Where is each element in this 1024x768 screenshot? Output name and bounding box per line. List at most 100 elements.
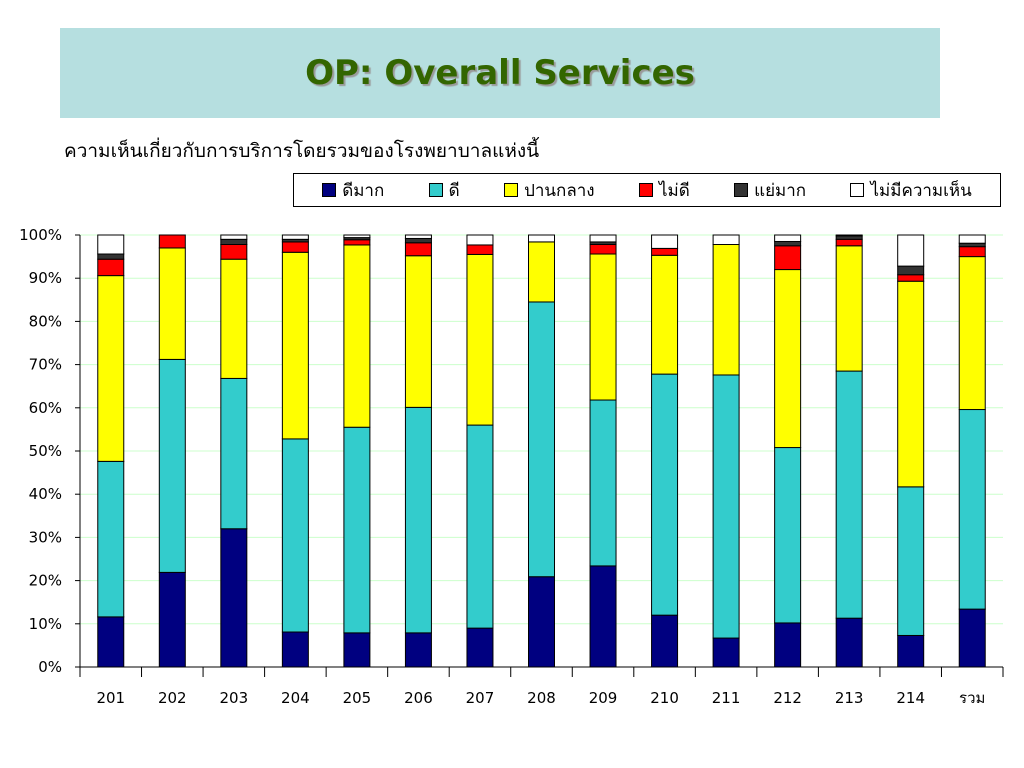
legend-swatch: [504, 183, 519, 197]
legend-item: ดี: [428, 177, 460, 204]
y-tick-label: 70%: [29, 356, 62, 374]
y-tick-label: 80%: [29, 312, 62, 330]
bar-segment: [220, 258, 248, 379]
y-tick-label: 90%: [29, 269, 62, 287]
bar-segment: [651, 373, 679, 616]
y-tick-label: 40%: [29, 485, 62, 503]
legend-item: ไม่ดี: [638, 177, 690, 204]
bar-segment: [281, 241, 309, 253]
legend-item: ปานกลาง: [504, 177, 595, 204]
bar-segment: [97, 460, 125, 618]
bar-segment: [897, 234, 925, 267]
bar-segment: [466, 627, 494, 668]
bar-segment: [712, 374, 740, 639]
x-tick-label: 212: [773, 689, 802, 707]
bar-segment: [97, 234, 125, 255]
x-tick-label: 207: [466, 689, 495, 707]
bar-segment: [897, 265, 925, 276]
x-tick-label: 203: [220, 689, 249, 707]
bar-segment: [958, 256, 986, 411]
bar-segment: [897, 280, 925, 488]
bar-segment: [774, 269, 802, 449]
bar-segment: [835, 617, 863, 668]
bar-segment: [466, 234, 494, 246]
bar-segment: [651, 614, 679, 668]
bar-segment: [528, 234, 555, 243]
bar-segment: [220, 244, 248, 260]
bar-segment: [404, 255, 432, 408]
legend-label: ดีมาก: [342, 180, 385, 201]
bar-segment: [158, 247, 186, 360]
bar-segment: [343, 426, 371, 634]
bar-segment: [404, 406, 432, 634]
bar-segment: [897, 634, 925, 668]
bar-segment: [835, 234, 863, 237]
x-tick-label: 209: [589, 689, 618, 707]
bar-segment: [281, 631, 309, 668]
x-tick-label: 205: [343, 689, 372, 707]
legend-item: ไม่มีความเห็น: [850, 177, 972, 204]
y-tick-label: 20%: [29, 572, 62, 590]
bar-segment: [774, 240, 802, 247]
bar-segment: [281, 251, 309, 440]
bar-segment: [528, 301, 555, 578]
legend-label: ไม่มีความเห็น: [870, 180, 972, 201]
bar-segment: [466, 244, 494, 255]
bar-segment: [712, 637, 740, 668]
bar-segment: [466, 424, 494, 629]
bar-segment: [404, 237, 432, 244]
bar-segment: [466, 253, 494, 426]
bar-segment: [404, 632, 432, 668]
bar-segment: [958, 242, 986, 248]
y-tick-label: 50%: [29, 442, 62, 460]
bar-segment: [343, 239, 371, 246]
bar-segment: [958, 246, 986, 258]
bar-segment: [220, 238, 248, 246]
bar-segment: [712, 234, 740, 246]
bar-segment: [958, 608, 986, 668]
chart-legend: ดีมาก ดี ปานกลาง ไม่ดี แย่มาก ไม่มีความเห็น: [293, 173, 1001, 207]
bar-segment: [651, 254, 679, 375]
bar-segment: [220, 234, 248, 240]
bar-segment: [158, 571, 186, 668]
y-tick-label: 100%: [19, 226, 62, 244]
chart-title: OP: Overall Services: [305, 53, 695, 93]
bar-segment: [589, 253, 617, 401]
bar-segment: [651, 234, 679, 249]
bar-segment: [651, 247, 679, 256]
bar-segment: [589, 565, 617, 668]
bar-segment: [958, 234, 986, 244]
bar-segment: [281, 234, 309, 240]
x-tick-label: 206: [404, 689, 433, 707]
bar-segment: [897, 486, 925, 636]
legend-label: แย่มาก: [754, 180, 807, 201]
legend-item: ดีมาก: [322, 177, 384, 204]
bar-segment: [158, 234, 186, 249]
bar-segment: [835, 235, 863, 240]
bar-segment: [343, 234, 371, 239]
legend-label: ดี: [448, 180, 460, 201]
bar-segment: [97, 275, 125, 462]
title-banner: OP: Overall Services: [60, 28, 940, 118]
bar-segment: [774, 234, 802, 242]
bar-segment: [343, 632, 371, 668]
y-tick-label: 0%: [38, 658, 62, 676]
bar-segment: [835, 370, 863, 619]
chart-subtitle: ความเห็นเกี่ยวกับการบริการโดยรวมของโรงพย…: [64, 140, 540, 162]
y-tick-label: 10%: [29, 615, 62, 633]
x-tick-label: 201: [96, 689, 125, 707]
legend-swatch: [322, 183, 337, 197]
bar-segment: [404, 234, 432, 239]
bar-segment: [97, 616, 125, 668]
bar-segment: [528, 241, 555, 303]
bar-segment: [343, 244, 371, 428]
bar-segment: [835, 238, 863, 247]
bar-segment: [97, 258, 125, 277]
bar-segment: [528, 576, 555, 668]
bar-segment: [158, 358, 186, 573]
bar-segment: [774, 245, 802, 271]
legend-label: ปานกลาง: [524, 180, 595, 201]
bar-segment: [220, 377, 248, 530]
bar-segment: [97, 253, 125, 260]
